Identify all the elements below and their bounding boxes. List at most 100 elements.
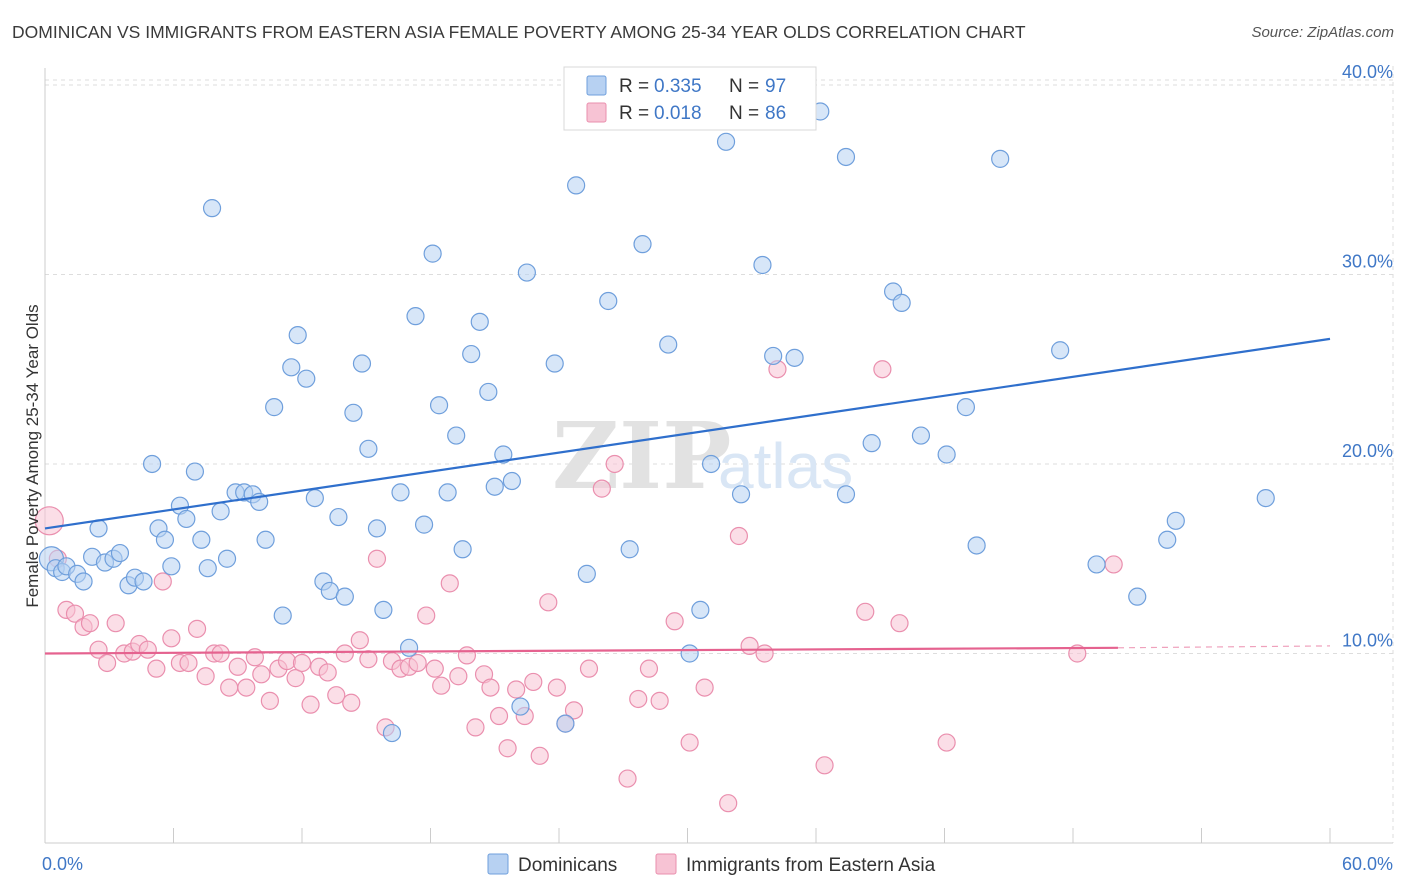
- y-tick-label: 20.0%: [1342, 441, 1393, 461]
- dominicans-point: [937, 445, 956, 464]
- dominicans-point: [438, 483, 457, 502]
- dominicans-point: [1166, 511, 1185, 530]
- dominicans-point: [162, 557, 181, 576]
- eastern-asia-point: [301, 695, 320, 714]
- eastern-asia-point: [179, 653, 198, 673]
- series-legend-label-eastern-asia: Immigrants from Eastern Asia: [686, 855, 936, 876]
- dominicans-point: [892, 293, 911, 312]
- eastern-asia-point: [650, 691, 669, 710]
- eastern-asia-point: [729, 526, 749, 546]
- legend-r-value-blue: 0.335: [654, 76, 702, 97]
- dominicans-point: [423, 244, 442, 263]
- eastern-asia-point: [162, 629, 181, 648]
- dominicans-point: [862, 434, 881, 453]
- series-legend-label-dominicans: Dominicans: [518, 855, 617, 876]
- dominicans-point: [470, 312, 489, 331]
- dominicans-point: [134, 572, 153, 591]
- legend-n-value-blue: 97: [765, 76, 786, 97]
- grid-layer: [45, 66, 1394, 843]
- eastern-asia-point: [605, 454, 624, 474]
- eastern-asia-point: [498, 739, 517, 758]
- dominicans-point: [494, 445, 513, 464]
- eastern-asia-point: [408, 653, 427, 673]
- dominicans-point: [1256, 488, 1275, 508]
- dominicans-point: [680, 644, 699, 663]
- eastern-asia-point: [367, 549, 387, 568]
- dominicans-point: [198, 559, 217, 578]
- dominicans-point: [620, 540, 639, 559]
- legend-r-value-pink: 0.018: [654, 103, 702, 124]
- dominicans-point: [599, 291, 618, 311]
- dominicans-point: [288, 326, 307, 345]
- dominicans-point: [359, 439, 378, 458]
- dominicans-point: [462, 344, 481, 364]
- eastern-asia-point: [350, 631, 369, 650]
- dominicans-point: [517, 263, 536, 282]
- eastern-asia-point: [220, 678, 239, 697]
- eastern-asia-point: [252, 665, 271, 684]
- dominicans-point: [479, 382, 498, 402]
- eastern-asia-point: [695, 678, 714, 697]
- eastern-asia-point: [507, 680, 526, 699]
- eastern-asia-point: [187, 619, 207, 638]
- dominicans-point: [367, 519, 387, 538]
- chart-title: DOMINICAN VS IMMIGRANTS FROM EASTERN ASI…: [12, 22, 1026, 42]
- eastern-asia-point: [335, 644, 354, 663]
- dominicans-point: [836, 485, 856, 504]
- eastern-asia-point: [342, 693, 361, 712]
- series-dominicans-points: [38, 102, 1275, 743]
- dominicans-point: [344, 403, 363, 422]
- dominicans-point: [764, 346, 783, 366]
- x-tick-label-max: 60.0%: [1342, 854, 1393, 874]
- eastern-asia-point: [80, 614, 100, 633]
- dominicans-point: [545, 354, 564, 373]
- dominicans-point: [177, 509, 196, 529]
- watermark-zip: ZIP: [552, 402, 731, 510]
- eastern-asia-point: [629, 689, 648, 709]
- eastern-asia-point: [292, 653, 312, 673]
- trend-layer: [44, 337, 1331, 655]
- series-legend-swatch-eastern-asia: [655, 853, 677, 875]
- eastern-asia-point: [524, 672, 543, 692]
- eastern-asia-trend-line: [44, 646, 1118, 655]
- dominicans-point: [185, 462, 205, 481]
- dominicans-point: [1128, 587, 1147, 606]
- eastern-asia-point: [425, 659, 444, 678]
- dominicans-point: [1087, 555, 1106, 574]
- dominicans-point: [447, 426, 466, 445]
- legend-n-label-pink: N =: [729, 103, 759, 124]
- eastern-asia-point: [481, 678, 500, 697]
- dominicans-point: [567, 176, 586, 195]
- dominicans-point: [502, 471, 521, 491]
- dominicans-trend-line: [44, 337, 1331, 530]
- y-tick-label: 30.0%: [1342, 251, 1393, 271]
- dominicans-point: [429, 396, 449, 415]
- dominicans-point: [335, 587, 354, 606]
- dominicans-point: [382, 723, 402, 743]
- dominicans-point: [836, 147, 856, 167]
- eastern-asia-point: [327, 686, 346, 705]
- legend-r-label-pink: R =: [619, 103, 649, 124]
- eastern-asia-point: [153, 572, 172, 591]
- eastern-asia-point: [665, 612, 684, 631]
- eastern-asia-point: [449, 667, 468, 686]
- dominicans-point: [329, 507, 348, 527]
- dominicans-point: [265, 398, 284, 417]
- chart-source: Source: ZipAtlas.com: [1251, 24, 1394, 41]
- dominicans-point: [211, 502, 230, 521]
- eastern-asia-point: [98, 653, 117, 673]
- dominicans-point: [192, 530, 211, 549]
- eastern-asia-point: [564, 701, 584, 720]
- eastern-asia-point: [856, 602, 875, 621]
- eastern-asia-point: [432, 676, 451, 695]
- eastern-asia-point: [815, 756, 834, 775]
- eastern-asia-point: [106, 614, 125, 633]
- eastern-asia-point: [719, 794, 738, 813]
- y-axis-label: Female Poverty Among 25-34 Year Olds: [23, 304, 42, 607]
- dominicans-point: [753, 255, 772, 275]
- eastern-asia-point: [228, 657, 247, 676]
- dominicans-point: [74, 572, 93, 591]
- dominicans-point: [352, 354, 372, 373]
- dominicans-point: [991, 149, 1010, 168]
